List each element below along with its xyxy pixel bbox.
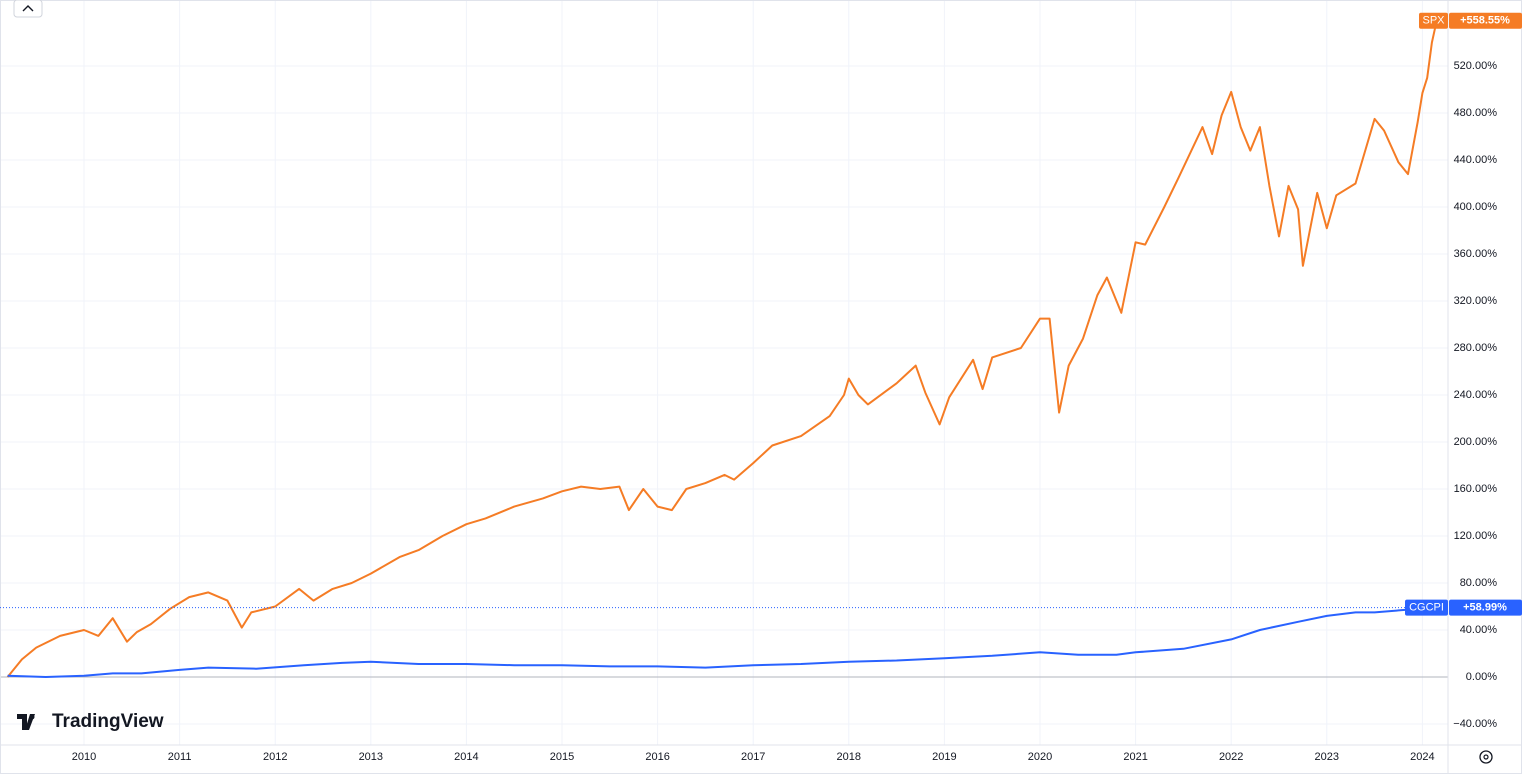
x-tick-label: 2024 [1410,751,1434,763]
end-label: +58.99% [1463,602,1507,614]
x-tick-label: 2013 [359,751,383,763]
y-tick-label: 280.00% [1454,342,1498,354]
y-tick-label: 120.00% [1454,530,1498,542]
x-tick-label: 2018 [837,751,861,763]
logo-icon [17,714,35,730]
y-tick-label: 480.00% [1454,107,1498,119]
collapse-button[interactable] [13,0,43,18]
series-name-tag [1405,599,1448,616]
x-tick-label: 2022 [1219,751,1243,763]
y-tick-label: 240.00% [1454,389,1498,401]
end-label: +558.55% [1460,15,1510,27]
series-name-tag [1419,12,1448,29]
x-tick-label: 2015 [550,751,574,763]
x-tick-label: 2011 [168,751,192,763]
collapse-icon [22,5,34,12]
x-tick-label: 2020 [1028,751,1052,763]
series-line [7,606,1437,678]
y-tick-label: 400.00% [1454,201,1498,213]
y-tick-label: 0.00% [1466,671,1497,683]
grid [0,0,1448,745]
x-tick-label: 2023 [1315,751,1339,763]
y-tick-label: 440.00% [1454,154,1498,166]
x-tick-label: 2017 [741,751,765,763]
y-tick-label: 160.00% [1454,483,1498,495]
series-line [6,20,1438,678]
y-tick-label: 360.00% [1454,248,1498,260]
x-tick-label: 2021 [1123,751,1147,763]
y-tick-label: −40.00% [1453,718,1497,730]
x-tick-label: 2012 [263,751,287,763]
series-name: SPX [1422,15,1445,27]
x-tick-label: 2010 [72,751,96,763]
series-name: CGCPI [1409,602,1444,614]
end-label-tag [1449,599,1522,616]
brand: TradingView [52,711,164,732]
x-tick-label: 2019 [932,751,956,763]
end-label-tag [1449,12,1522,29]
y-tick-label: 520.00% [1454,60,1498,72]
y-tick-label: 40.00% [1460,624,1498,636]
x-tick-label: 2016 [645,751,669,763]
x-tick-label: 2014 [454,751,478,763]
y-tick-label: 200.00% [1454,436,1498,448]
settings-icon[interactable] [1479,750,1493,764]
y-tick-label: 80.00% [1460,577,1498,589]
y-tick-label: 320.00% [1454,295,1498,307]
